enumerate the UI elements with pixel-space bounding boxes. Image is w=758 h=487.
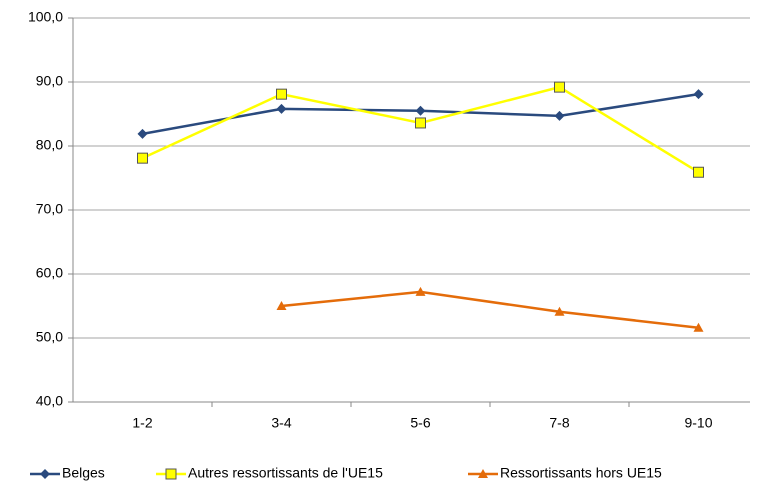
- data-point: [554, 81, 565, 93]
- y-tick-label: 50,0: [36, 329, 63, 345]
- data-point: [276, 301, 287, 310]
- legend-marker: [165, 468, 177, 480]
- series-line: [141, 85, 700, 174]
- y-tick-label: 80,0: [36, 137, 63, 153]
- y-tick-label: 60,0: [36, 265, 63, 281]
- y-tick-label: 70,0: [36, 201, 63, 217]
- series-line: [281, 290, 699, 330]
- data-point: [554, 306, 565, 316]
- data-point: [137, 128, 148, 139]
- data-point: [415, 117, 426, 129]
- legend-marker: [478, 469, 488, 478]
- y-tick-label: 40,0: [36, 393, 63, 409]
- data-point: [276, 103, 287, 114]
- data-point: [554, 110, 565, 121]
- data-point: [415, 286, 426, 296]
- data-point: [693, 322, 704, 332]
- data-point: [276, 88, 287, 100]
- data-point: [415, 105, 426, 116]
- y-tick-label: 90,0: [36, 73, 63, 89]
- data-point: [693, 89, 704, 100]
- data-point: [137, 152, 148, 164]
- legend-label: Ressortissants hors UE15: [500, 465, 662, 481]
- data-point: [693, 166, 704, 178]
- x-tick-label: 9-10: [684, 415, 712, 431]
- legend-label: Belges: [62, 465, 105, 481]
- x-tick-label: 3-4: [271, 415, 291, 431]
- x-tick-label: 1-2: [132, 415, 152, 431]
- legend-label: Autres ressortissants de l'UE15: [188, 465, 383, 481]
- x-tick-label: 5-6: [410, 415, 430, 431]
- y-tick-label: 100,0: [28, 9, 63, 25]
- legend-marker: [40, 469, 50, 479]
- x-tick-label: 7-8: [549, 415, 569, 431]
